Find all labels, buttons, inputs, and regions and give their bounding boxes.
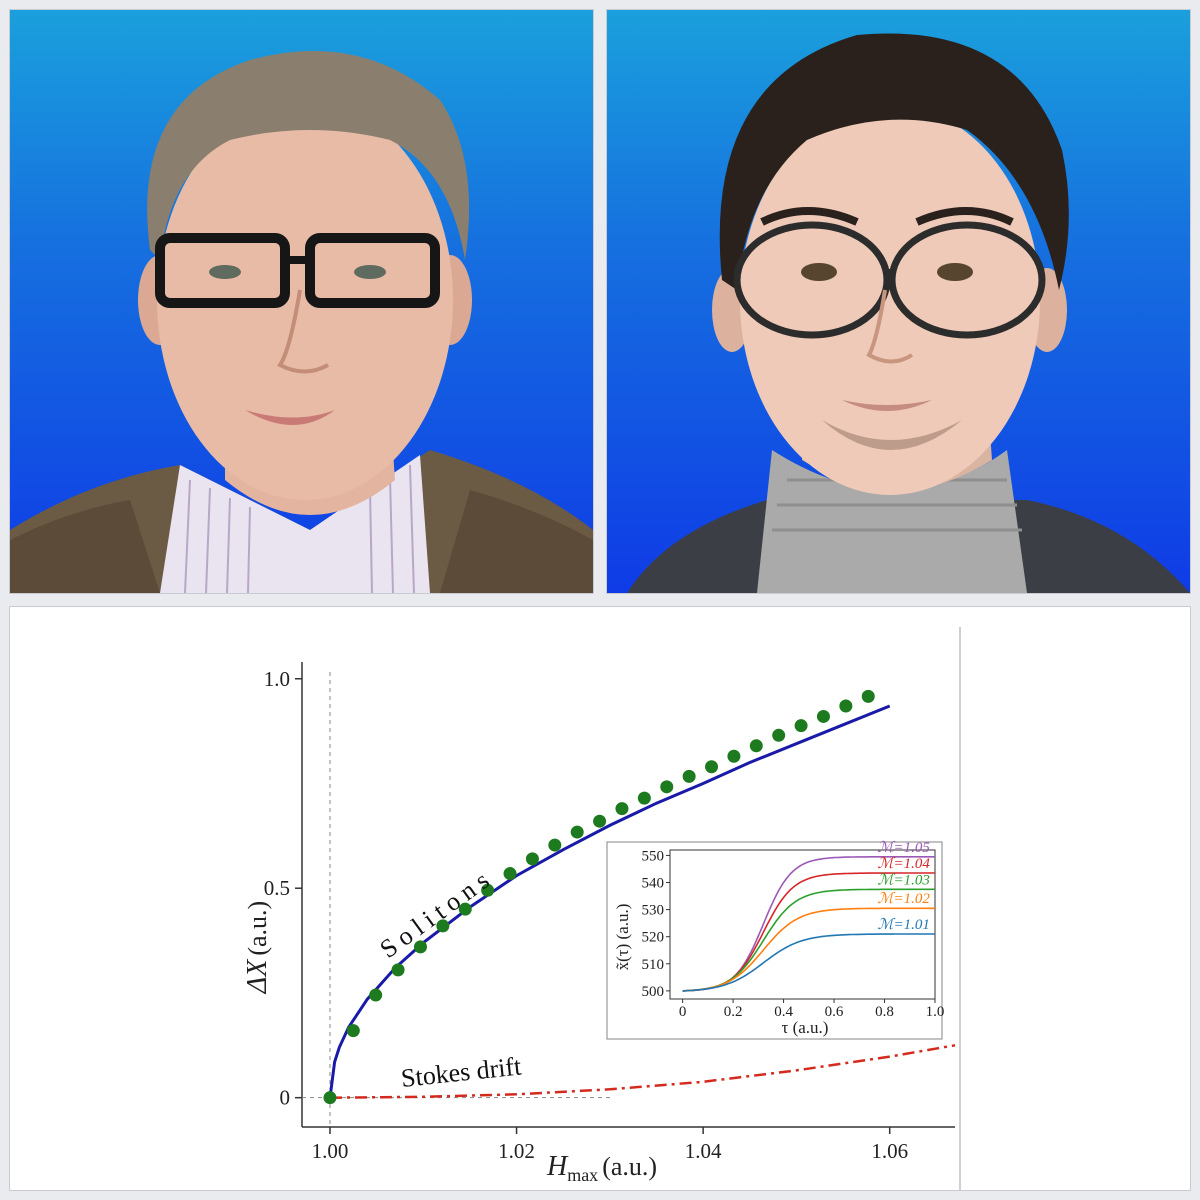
stokes-drift-curve: [329, 1044, 956, 1099]
chart-panel: 1.00 1.02 1.04 1.06 0 0.5 1.0 Hmax (a.u.) ΔX(a.…: [10, 607, 1190, 1190]
soliton-data-point: [346, 1024, 360, 1038]
soliton-data-point: [458, 902, 472, 916]
inset-legend-labels: ℳ=1.05ℳ=1.04ℳ=1.03 ℳ=1.02 ℳ=1.01: [878, 840, 931, 933]
soliton-data-point: [727, 749, 741, 763]
soliton-data-point: [772, 728, 786, 742]
inset-y-tick-label: 520: [642, 930, 665, 946]
soliton-data-point: [749, 739, 763, 753]
soliton-data-point: [413, 940, 427, 954]
x-tick-label: 1.06: [871, 1139, 908, 1163]
soliton-data-point: [660, 780, 674, 794]
soliton-data-point: [637, 791, 651, 805]
soliton-data-point: [323, 1091, 337, 1105]
inset-series-label: ℳ=1.02: [878, 891, 931, 907]
x-tick-label: 1.02: [498, 1139, 535, 1163]
inset-y-tick-label: 550: [642, 848, 665, 864]
inset-series-group: [682, 856, 935, 992]
soliton-data-point: [794, 719, 808, 733]
inset-x-tick-label: 1.0: [926, 1004, 945, 1020]
inset-tick-group: 0 0.2 0.4 0.6 0.8 1.0 500 510 520 530 540 550: [642, 848, 945, 1020]
stokes-drift-annotation: Stokes drift: [400, 1051, 524, 1093]
soliton-data-point: [503, 867, 517, 881]
inset-series-label: ℳ=1.03: [878, 872, 930, 888]
soliton-curve: [328, 704, 891, 1098]
inset-y-tick-label: 540: [642, 876, 665, 892]
inset-x-tick-label: 0.6: [825, 1004, 844, 1020]
inset-x-tick-label: 0.2: [724, 1004, 743, 1020]
inset-series-line: [682, 933, 935, 992]
soliton-data-point: [593, 814, 607, 828]
soliton-data-point: [682, 769, 696, 783]
soliton-data-point: [615, 802, 629, 816]
main-axes: [301, 662, 955, 1128]
soliton-data-point: [391, 963, 405, 977]
inset-y-tick-label: 500: [642, 984, 665, 1000]
inset-y-tick-label: 510: [642, 957, 665, 973]
inset-y-axis-title: x̃(τ) (a.u.): [613, 904, 632, 971]
inset-plot-area: [669, 849, 936, 1000]
x-tick-label: 1.04: [685, 1139, 722, 1163]
y-axis-title: ΔX(a.u.): [242, 901, 273, 994]
y-tick-label: 0: [280, 1086, 291, 1110]
tick-group: 1.00 1.02 1.04 1.06 0 0.5 1.0: [264, 667, 908, 1163]
inset-series-line: [682, 907, 935, 992]
inset-chart: 0 0.2 0.4 0.6 0.8 1.0 500 510 520 530 540 550 ℳ=1.0…: [606, 840, 945, 1040]
soliton-data-point: [816, 709, 830, 723]
inset-series-label: ℳ=1.04: [878, 856, 931, 872]
portrait-left-illustration: [10, 51, 593, 593]
x-tick-label: 1.00: [312, 1139, 349, 1163]
y-tick-label: 1.0: [264, 667, 290, 691]
soliton-data-point: [839, 699, 853, 713]
portrait-photo-right: [607, 10, 1190, 593]
portrait-photo-left: [10, 10, 593, 593]
inset-x-axis-title: τ (a.u.): [782, 1018, 829, 1037]
portrait-right-illustration: [627, 33, 1190, 593]
soliton-data-point: [861, 689, 875, 703]
inset-x-tick-label: 0.4: [774, 1004, 793, 1020]
soliton-data-point: [570, 825, 584, 839]
y-tick-label: 0.5: [264, 876, 290, 900]
soliton-data-point: [369, 988, 383, 1002]
inset-y-tick-label: 530: [642, 903, 665, 919]
soliton-data-point: [548, 838, 562, 852]
inset-x-tick-label: 0.8: [875, 1004, 894, 1020]
soliton-data-point: [525, 852, 539, 866]
inset-series-label: ℳ=1.05: [878, 840, 931, 856]
soliton-data-point: [436, 919, 450, 933]
inset-frame: [606, 841, 943, 1040]
inset-x-tick-label: 0: [679, 1004, 687, 1020]
soliton-data-point: [705, 760, 719, 774]
x-axis-title: Hmax (a.u.): [546, 1151, 657, 1185]
soliton-data-point: [481, 883, 495, 897]
solitons-annotation: Solitons: [374, 862, 499, 964]
inset-series-label: ℳ=1.01: [878, 917, 930, 933]
series-group: [323, 689, 956, 1105]
